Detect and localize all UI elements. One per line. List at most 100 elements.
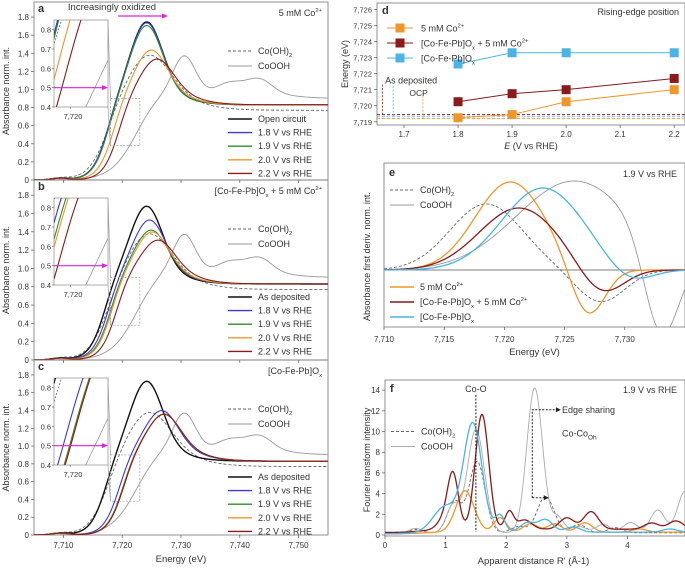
- legend-label: 2.0 V vs RHE: [258, 513, 312, 523]
- inset-y-tick-label: 0.8: [41, 384, 51, 393]
- curves: [34, 380, 328, 535]
- y-axis-label: Absorbance norm. int.: [1, 47, 11, 135]
- legend-label: Co(OH)2: [258, 224, 292, 237]
- y-tick-label: 1.4: [18, 228, 30, 237]
- y-tick-label: 0: [376, 531, 381, 540]
- inset-cooh-line: [85, 59, 108, 107]
- y-tick-label: 7,719: [353, 118, 372, 127]
- panel-label: f: [390, 383, 394, 395]
- text-span: [Co-Fe-Pb: [421, 54, 463, 64]
- y-tick-label: 0.6: [18, 122, 30, 131]
- legend-label: 2.2 V vs RHE: [258, 346, 312, 356]
- x-tick-label: 2: [504, 541, 509, 550]
- y-tick-label: 1.8: [18, 13, 30, 22]
- text-span: [Co-Fe-Pb: [215, 186, 257, 196]
- legend-label: 2.2 V vs RHE: [258, 526, 312, 536]
- text-span: 2+: [457, 282, 464, 288]
- x-tick-label: 2.0: [561, 130, 573, 139]
- inset-y-tick-label: 0.7: [41, 45, 51, 54]
- inset-y-tick-label: 0.5: [41, 442, 51, 451]
- text-span: (V vs RHE): [510, 141, 558, 151]
- series-line-cyan: [384, 187, 685, 279]
- inset-x-tick-label: 7,720: [64, 290, 83, 299]
- y-tick-label: 7,722: [353, 70, 372, 79]
- series-line-darkred: [34, 58, 328, 180]
- text-span: [Co-Fe-Pb: [420, 312, 462, 322]
- legend-label: [Co-Fe-Pb]Ox + 5 mM Co2+: [420, 297, 528, 310]
- legend-label: 1.8 V vs RHE: [258, 128, 312, 138]
- inset-y-tick-label: 0.4: [41, 103, 51, 112]
- panel-label: e: [389, 167, 395, 179]
- y-tick-label: 0.2: [18, 513, 30, 522]
- series-coh2-line: [384, 203, 685, 303]
- x-axis-label: Apparent distance R' (Å-1): [478, 556, 590, 567]
- inset-y-tick-label: 0.4: [41, 281, 51, 290]
- text-span: Co: [258, 404, 270, 414]
- zoom-box: [110, 277, 141, 326]
- series-line-darkred: [385, 413, 685, 534]
- text-span: 2+: [315, 8, 322, 14]
- x-tick-label: 3: [565, 541, 570, 550]
- text-span: (OH): [270, 46, 290, 56]
- x-tick-label: 2.1: [615, 130, 627, 139]
- inset-connector: [107, 19, 111, 99]
- text-span: + 5 mM: [269, 186, 304, 196]
- text-span: Co: [258, 224, 270, 234]
- data-point: [507, 48, 517, 58]
- inset-cooh-line: [85, 237, 108, 285]
- legend-label: CoOOH: [420, 200, 452, 210]
- x-tick-label: 7,720: [494, 335, 515, 344]
- text-span: (OH): [270, 404, 290, 414]
- text-span: x: [471, 304, 474, 310]
- series-line-orange: [385, 490, 685, 535]
- panel-title: [Co-Fe-Pb]Ox + 5 mM Co2+: [215, 186, 323, 199]
- data-point: [561, 48, 571, 58]
- annotation-co-o: Co-O: [465, 384, 487, 394]
- text-span: Co: [445, 282, 457, 292]
- series-line-orange: [458, 89, 675, 119]
- text-span: ]O: [462, 297, 472, 307]
- text-span: ]O: [256, 186, 266, 196]
- data-point: [453, 97, 463, 107]
- series-coh2-line: [34, 411, 328, 535]
- inset-y-tick-label: 0.7: [41, 403, 51, 412]
- legend-label: Co(OH)2: [258, 46, 292, 59]
- text-span: 2: [289, 411, 292, 417]
- data-point: [561, 85, 571, 95]
- data-point: [453, 59, 463, 69]
- inset-y-tick-label: 0.5: [41, 84, 51, 93]
- inset-y-tick-label: 0.8: [41, 204, 51, 213]
- data-point: [507, 89, 517, 99]
- legend-label: 2.2 V vs RHE: [258, 168, 312, 178]
- y-tick-label: 1.4: [18, 49, 30, 58]
- x-tick-label: 7,730: [615, 335, 636, 344]
- series-coh2-line: [34, 54, 328, 180]
- text-span: x: [472, 46, 475, 52]
- arrow-right-icon: [555, 407, 561, 413]
- panel-title: 1.9 V vs RHE: [623, 385, 677, 395]
- plot-frame: [376, 2, 685, 126]
- y-tick-label: 1.6: [18, 389, 30, 398]
- text-span: + 5 mM: [475, 39, 510, 49]
- text-span: x: [266, 193, 269, 199]
- y-tick-label: 4: [376, 490, 381, 499]
- y-tick-label: 0.4: [18, 495, 30, 504]
- text-span: 2+: [458, 24, 465, 30]
- text-span: E: [504, 141, 511, 151]
- y-tick-label: 0: [25, 531, 30, 540]
- legend-marker: [395, 38, 405, 48]
- data-point: [669, 48, 679, 58]
- panel-label: b: [38, 181, 45, 193]
- y-tick-label: 0.4: [18, 140, 30, 149]
- text-span: Co: [421, 427, 433, 437]
- series-line-darkred: [34, 239, 328, 360]
- legend-label: 1.8 V vs RHE: [258, 486, 312, 496]
- text-span: ]O: [310, 366, 320, 376]
- text-span: [Co-Fe-Pb: [268, 366, 310, 376]
- legend-label: CoOOH: [258, 419, 290, 429]
- x-tick-label: 7,710: [374, 335, 395, 344]
- legend-label: 2.0 V vs RHE: [258, 155, 312, 165]
- x-axis-label: Energy (eV): [156, 554, 207, 565]
